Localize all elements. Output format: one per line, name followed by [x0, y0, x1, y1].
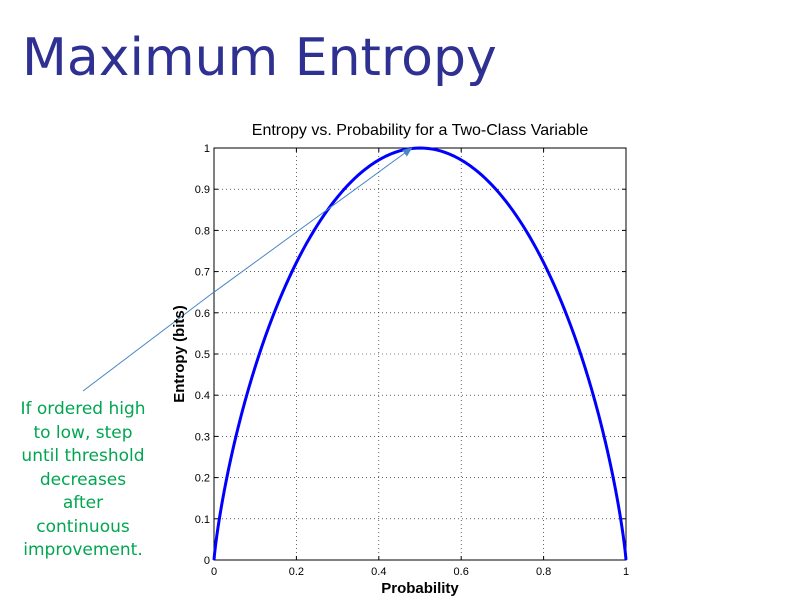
annotation-arrow [213, 147, 413, 293]
y-tick-label: 0.9 [195, 184, 210, 196]
y-axis-label: Entropy (bits) [171, 305, 188, 403]
x-tick-label: 0.6 [454, 566, 469, 578]
y-tick-label: 0.1 [195, 514, 210, 526]
y-tick-label: 0.4 [195, 390, 210, 402]
y-tick-label: 0.5 [195, 349, 210, 361]
y-tick-labels: 0 0.1 0.2 0.3 0.4 0.5 0.6 0.7 0.8 0.9 1 [195, 143, 210, 567]
y-tick-label: 0.2 [195, 473, 210, 485]
y-tick-label: 1 [204, 143, 210, 155]
x-tick-label: 0.2 [289, 566, 304, 578]
x-tick-label: 0.8 [536, 566, 551, 578]
x-tick-labels: 0 0.2 0.4 0.6 0.8 1 [211, 566, 629, 578]
tick-marks [213, 147, 627, 561]
plot-frame [213, 147, 627, 561]
y-tick-label: 0.6 [195, 308, 210, 320]
x-tick-label: 0 [211, 566, 217, 578]
y-tick-label: 0.8 [195, 225, 210, 237]
slide-title: Maximum Entropy [22, 28, 497, 88]
annotation-leader [82, 291, 215, 392]
annotation-text: If ordered high to low, step until thres… [20, 399, 146, 560]
y-tick-label: 0 [204, 555, 210, 567]
chart-title: Entropy vs. Probability for a Two-Class … [252, 122, 589, 139]
x-tick-label: 0.4 [371, 566, 386, 578]
y-tick-label: 0.3 [195, 431, 210, 443]
grid-lines [214, 148, 626, 560]
x-tick-label: 1 [623, 566, 629, 578]
x-axis-label: Probability [381, 580, 459, 597]
entropy-series-line [212, 146, 628, 561]
y-tick-label: 0.7 [195, 267, 210, 279]
